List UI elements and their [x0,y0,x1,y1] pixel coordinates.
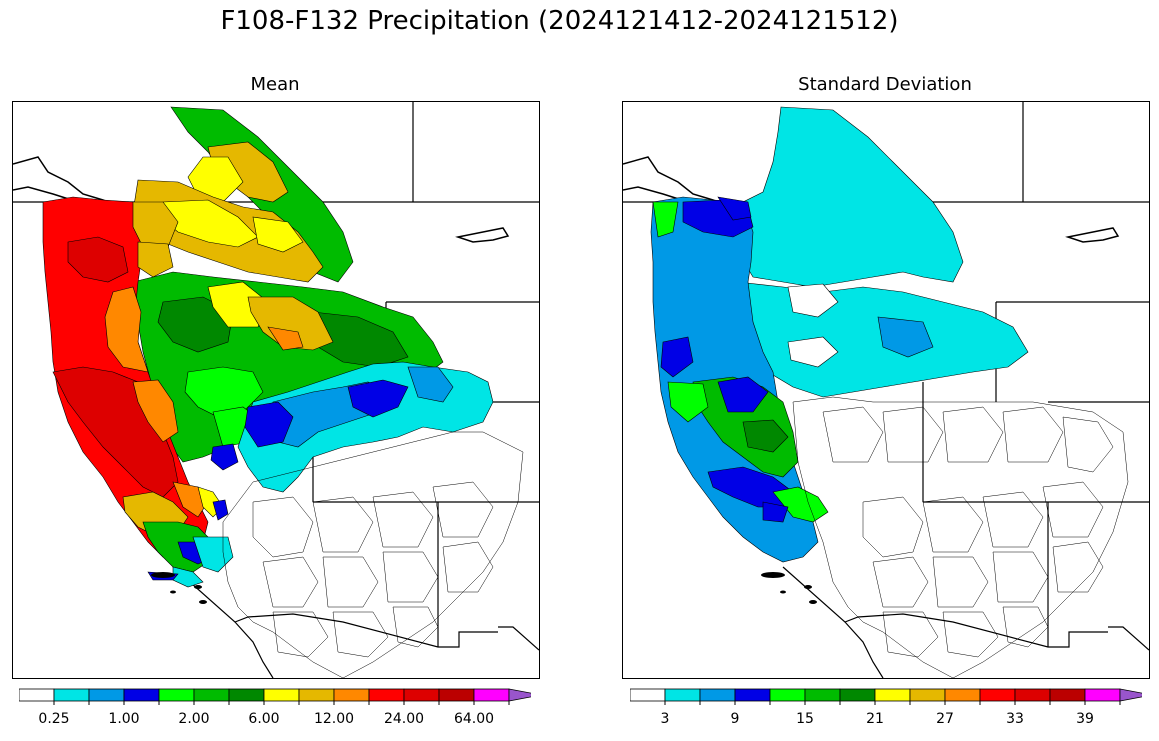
colorbar-swatch [1084,688,1121,702]
colorbar-swatch [333,688,370,702]
colorbar-swatch [909,688,946,702]
colorbar-tick-label: 27 [936,711,954,727]
std-colorbar-swatches [629,688,1153,705]
colorbar-swatch [263,688,300,702]
basin-polygons [650,106,1029,563]
basin-outlines [792,396,1129,678]
mean-map-canvas [13,102,539,678]
colorbar-tick-label: 1.00 [108,711,140,727]
colorbar-swatch [368,688,405,702]
colorbar-tick-label: 64.00 [453,711,495,727]
colorbar-swatch [734,688,771,702]
colorbar-swatch [699,688,736,702]
colorbar-swatch [158,688,195,702]
colorbar-swatch [1119,688,1153,702]
std-panel-title: Standard Deviation [798,74,972,95]
mean-panel-title: Mean [250,74,300,95]
colorbar-swatch [979,688,1016,702]
colorbar-tick-label: 0.25 [38,711,70,727]
colorbar-swatch [874,688,911,702]
colorbar-swatch [664,688,701,702]
std-colorbar: 3 9 15 21 27 33 39 [629,688,1153,727]
figure-title: F108-F132 Precipitation (2024121412-2024… [220,6,899,36]
std-map-canvas [623,102,1149,678]
colorbar-tick-label: 9 [730,711,740,727]
colorbar-swatch [438,688,475,702]
mean-colorbar-swatches [18,688,542,705]
basin-outlines [222,431,524,678]
mean-map [12,101,540,679]
colorbar-swatch [944,688,981,702]
islands [151,572,207,604]
colorbar-swatch [769,688,806,702]
colorbar-tick-label: 6.00 [248,711,280,727]
colorbar-tick-label: 3 [660,711,670,727]
colorbar-tick-label: 15 [796,711,814,727]
colorbar-tick-label: 21 [866,711,884,727]
colorbar-swatch [228,688,265,702]
colorbar-swatch [53,688,90,702]
colorbar-swatch [18,688,55,702]
colorbar-swatch [473,688,510,702]
colorbar-swatch [839,688,876,702]
colorbar-tick-label: 12.00 [313,711,355,727]
islands [761,572,817,604]
colorbar-tick-label: 39 [1076,711,1094,727]
mean-colorbar: 0.25 1.00 2.00 6.00 12.00 24.00 64.00 [18,688,542,727]
colorbar-swatch [123,688,160,702]
colorbar-swatch [1049,688,1086,702]
colorbar-tick-label: 33 [1006,711,1024,727]
std-map [622,101,1150,679]
colorbar-swatch [88,688,125,702]
colorbar-swatch [508,688,542,702]
colorbar-swatch [804,688,841,702]
colorbar-tick-label: 24.00 [383,711,425,727]
basin-polygons [42,106,494,588]
colorbar-swatch [193,688,230,702]
colorbar-tick-label: 2.00 [178,711,210,727]
colorbar-swatch [629,688,666,702]
colorbar-swatch [298,688,335,702]
colorbar-swatch [403,688,440,702]
colorbar-swatch [1014,688,1051,702]
